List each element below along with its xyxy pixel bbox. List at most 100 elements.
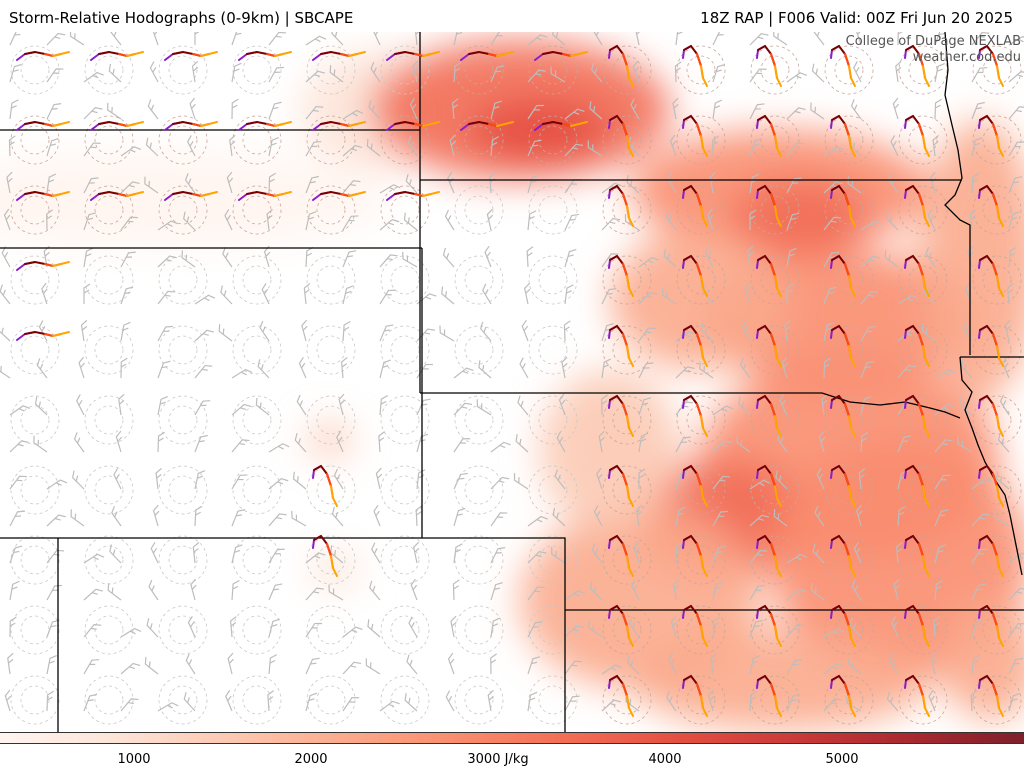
range-ring xyxy=(760,405,790,435)
wind-barb xyxy=(749,33,769,46)
hodograph-segment xyxy=(922,695,930,717)
hodograph xyxy=(830,394,856,437)
hodograph-segment xyxy=(126,121,144,127)
wind-barb xyxy=(184,173,196,194)
wind-barb xyxy=(886,211,899,231)
wind-barb xyxy=(9,475,27,490)
range-ring xyxy=(380,115,430,165)
wind-barb xyxy=(971,548,988,564)
wind-barb xyxy=(185,653,196,675)
wind-barb xyxy=(712,440,732,453)
wind-barb xyxy=(183,691,196,712)
wind-barb xyxy=(786,553,808,564)
hodograph xyxy=(830,114,856,157)
wind-barb xyxy=(444,209,455,231)
wind-barb xyxy=(46,514,66,527)
wind-barb xyxy=(0,322,11,342)
wind-barb xyxy=(268,548,285,564)
hodograph-segment xyxy=(922,135,930,157)
wind-barb xyxy=(412,60,419,83)
wind-barb xyxy=(749,585,766,601)
hodograph-segment xyxy=(922,275,930,297)
range-ring xyxy=(94,195,124,225)
hodograph xyxy=(608,184,634,227)
wind-barb xyxy=(34,396,48,416)
range-ring xyxy=(834,405,864,435)
wind-barb xyxy=(46,584,62,601)
range-ring xyxy=(316,125,346,155)
wind-barb xyxy=(305,622,322,638)
range-ring xyxy=(538,545,568,575)
hodograph-segment xyxy=(348,191,366,197)
wind-barb xyxy=(823,663,844,675)
hodograph-segment xyxy=(626,205,634,227)
range-ring xyxy=(158,45,208,95)
range-ring xyxy=(390,615,420,645)
range-ring xyxy=(760,265,790,295)
wind-barb xyxy=(157,360,171,379)
wind-barb xyxy=(9,510,25,527)
wind-barb xyxy=(46,68,64,83)
wind-barb xyxy=(736,435,751,453)
cape-region xyxy=(920,120,1024,400)
range-ring xyxy=(454,535,504,585)
wind-barb xyxy=(490,441,511,453)
hodograph xyxy=(608,394,634,437)
range-ring xyxy=(686,265,716,295)
hodograph xyxy=(904,324,930,367)
wind-barb xyxy=(556,431,566,453)
wind-barb xyxy=(934,509,949,527)
hodograph xyxy=(16,260,70,271)
range-ring xyxy=(158,395,208,445)
range-ring xyxy=(390,475,420,505)
wind-barb xyxy=(811,63,825,83)
wind-barb xyxy=(453,367,474,379)
wind-barb xyxy=(853,61,862,83)
range-ring xyxy=(612,265,642,295)
hodograph xyxy=(460,50,514,61)
hodograph xyxy=(830,254,856,297)
range-ring xyxy=(464,195,494,225)
hodograph xyxy=(978,114,1004,157)
wind-barb xyxy=(83,553,105,564)
hodograph-segment xyxy=(422,191,440,197)
range-ring xyxy=(982,475,1012,505)
wind-barb xyxy=(407,135,418,157)
wind-barb xyxy=(220,285,233,305)
range-ring xyxy=(316,265,346,295)
wind-barb xyxy=(897,32,905,46)
wind-barb xyxy=(107,102,122,120)
hodograph-segment xyxy=(126,51,144,57)
wind-barb xyxy=(328,584,344,601)
hodograph-segment xyxy=(330,485,338,507)
hodograph-segment xyxy=(848,275,856,297)
wind-barb xyxy=(190,578,197,601)
wind-barb xyxy=(268,618,280,638)
wind-barb xyxy=(890,135,899,157)
hodograph xyxy=(830,44,856,87)
hodograph xyxy=(756,44,782,87)
range-ring xyxy=(316,545,346,575)
hodograph xyxy=(460,120,514,131)
hodograph xyxy=(978,674,1004,717)
range-ring xyxy=(242,125,272,155)
wind-barb xyxy=(80,319,88,342)
wind-barb xyxy=(527,34,548,46)
hodograph-segment xyxy=(274,121,292,127)
wind-barb xyxy=(46,619,60,638)
wind-barb xyxy=(587,140,603,157)
hodograph-segment xyxy=(774,555,782,577)
hodograph-segment xyxy=(700,205,708,227)
wind-barb xyxy=(635,504,643,527)
range-ring xyxy=(316,475,346,505)
wind-barb xyxy=(189,97,196,120)
wind-barb xyxy=(120,216,138,231)
wind-barb xyxy=(1008,246,1017,268)
wind-barb xyxy=(120,357,128,379)
wind-barb xyxy=(453,438,471,453)
range-ring xyxy=(316,405,346,435)
wind-barb xyxy=(786,624,805,638)
wind-barb xyxy=(120,662,141,675)
range-ring xyxy=(528,185,578,235)
wind-barb xyxy=(847,176,862,194)
